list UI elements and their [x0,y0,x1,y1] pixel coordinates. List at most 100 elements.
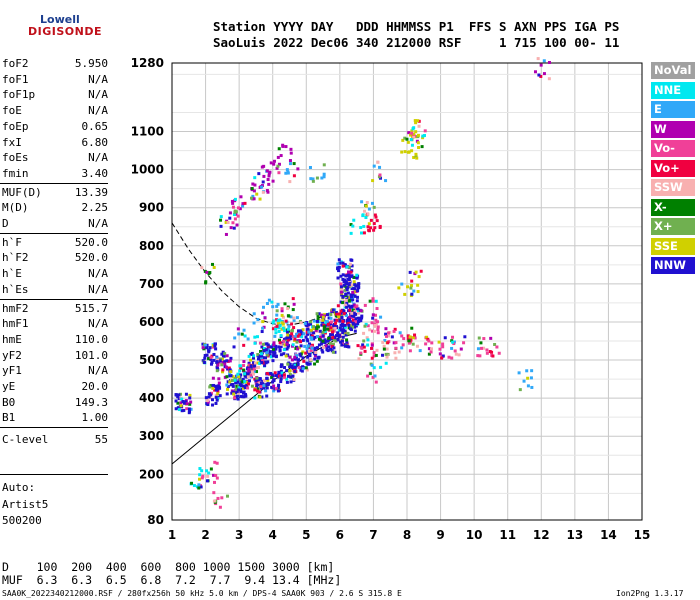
echo-point [209,467,213,471]
echo-point [311,179,315,183]
x-tick-label: 7 [369,528,377,540]
echo-point [407,341,411,345]
echo-point [345,345,349,349]
echo-point [298,352,302,356]
ionogram-chart: 1 2 3 4 5 6 7 8 9 10 11 12 13 14 158020030040050060070… [131,56,650,540]
echo-point [351,321,355,325]
echo-point [205,346,209,350]
echo-point [250,384,254,388]
echo-point [240,395,244,399]
echo-point [313,354,317,358]
echo-point [241,202,245,206]
echo-point [346,291,350,295]
echo-point [281,326,285,330]
echo-point [251,356,255,360]
echo-point [367,222,371,226]
echo-point [226,385,230,389]
echo-point [421,136,425,140]
echo-point [427,347,431,351]
echo-point [263,342,267,346]
echo-point [407,131,411,135]
echo-point [211,383,215,387]
echo-point [342,283,346,287]
echo-point [293,337,297,341]
echo-point [208,385,212,389]
echo-point [382,347,386,351]
echo-point [351,224,355,228]
echo-point [287,324,291,328]
echo-point [459,347,463,351]
x-tick-label: 6 [336,528,344,540]
echo-point [324,344,328,348]
echo-point [525,369,529,373]
echo-point [200,266,204,270]
echo-point [359,309,363,313]
echo-point [284,354,288,358]
echo-point [197,483,201,487]
echo-point [230,378,234,382]
echo-point [334,339,338,343]
echo-point [364,204,368,208]
echo-point [276,302,280,306]
echo-point [537,73,541,77]
echo-point [285,380,289,384]
echo-point [372,351,376,355]
echo-point [249,373,253,377]
echo-point [335,334,339,338]
echo-point [414,130,418,134]
echo-point [356,311,360,315]
echo-point [215,360,219,364]
param-separator [0,232,108,234]
echo-point [382,344,386,348]
echo-point [213,388,217,392]
param-name: h`Es [2,282,29,296]
echo-point [312,331,316,335]
echo-point [266,343,270,347]
echo-point [450,339,454,343]
echo-point [321,315,325,319]
echo-point [328,341,332,345]
echo-point [235,390,239,394]
echo-point [255,335,259,339]
echo-point [355,273,359,277]
echo-point [271,359,275,363]
echo-point [373,324,377,328]
echo-point [207,395,211,399]
echo-point [346,318,350,322]
echo-point [201,474,205,478]
echo-point [350,314,354,318]
echo-point [260,345,264,349]
echo-point [547,77,551,81]
echo-point [485,348,489,352]
echo-point [332,346,336,350]
echo-point [366,343,370,347]
echo-point [281,322,285,326]
echo-point [359,231,363,235]
echo-point [293,367,297,371]
echo-point [207,471,211,475]
echo-point [372,228,376,232]
echo-point [351,325,355,329]
echo-point [352,314,356,318]
echo-point [214,474,218,478]
echo-point [341,331,345,335]
echo-point [236,388,240,392]
echo-point [286,338,290,342]
echo-point [351,308,355,312]
echo-point [305,328,309,332]
echo-point [409,137,413,141]
echo-point [231,205,235,209]
echo-point [243,386,247,390]
echo-point [267,349,271,353]
echo-point [351,298,355,302]
param-name: fxI [2,135,22,149]
echo-point [215,398,219,402]
echo-point [275,324,279,328]
echo-point [212,265,216,269]
echo-point [215,356,219,360]
echo-point [176,401,180,405]
echo-point [353,294,357,298]
echo-point [252,367,256,371]
echo-point [291,334,295,338]
echo-point [300,369,304,373]
